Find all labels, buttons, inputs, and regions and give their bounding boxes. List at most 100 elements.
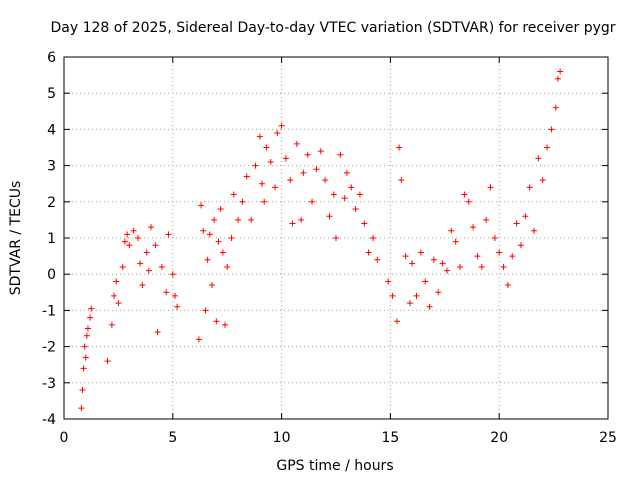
data-point	[309, 198, 316, 205]
data-point	[356, 191, 363, 198]
x-tick-label: 10	[273, 430, 291, 446]
data-point	[348, 184, 355, 191]
data-point	[267, 158, 274, 165]
data-point	[228, 235, 235, 241]
data-point	[478, 263, 485, 270]
data-point	[274, 130, 281, 137]
data-point	[119, 263, 126, 270]
grid-lines	[64, 57, 608, 419]
y-tick-label: -2	[42, 340, 56, 356]
data-point	[396, 144, 403, 151]
data-point	[134, 235, 141, 241]
data-point	[202, 307, 209, 314]
data-point	[504, 282, 511, 289]
data-point	[539, 177, 546, 184]
data-point	[83, 332, 90, 339]
data-point	[465, 198, 472, 205]
data-point	[544, 144, 551, 151]
data-point	[361, 220, 368, 227]
y-tick-label: -1	[42, 303, 56, 319]
data-point	[121, 238, 128, 245]
y-tick-label: 0	[47, 267, 56, 283]
data-point	[457, 263, 464, 270]
data-point	[300, 169, 307, 176]
x-tick-label: 20	[490, 430, 508, 446]
data-point	[337, 151, 344, 158]
data-point	[263, 144, 270, 151]
data-point	[406, 300, 413, 307]
data-point	[79, 387, 86, 394]
data-point	[422, 278, 429, 285]
data-point	[554, 75, 561, 82]
data-point	[272, 184, 279, 191]
data-point	[365, 249, 372, 256]
data-point	[491, 235, 498, 241]
y-tick-label: 6	[47, 50, 56, 66]
data-point	[217, 206, 224, 213]
plot-frame	[63, 56, 609, 420]
data-point	[402, 253, 409, 260]
data-point	[261, 198, 268, 205]
data-point	[148, 224, 155, 231]
data-point	[317, 148, 324, 155]
data-point	[443, 267, 450, 274]
data-point	[243, 173, 250, 180]
data-point	[139, 282, 146, 289]
data-point	[224, 263, 231, 270]
data-point	[293, 140, 300, 147]
data-point	[206, 231, 213, 238]
data-point	[389, 292, 396, 299]
data-point	[78, 405, 85, 412]
y-tick-label: 2	[47, 195, 56, 211]
data-point	[369, 235, 376, 241]
y-tick-label: 5	[47, 86, 56, 102]
data-point	[352, 206, 359, 213]
data-point	[435, 289, 442, 296]
y-tick-label: 4	[47, 122, 56, 138]
x-tick-label: 0	[60, 430, 69, 446]
y-tick-label: -3	[42, 376, 56, 392]
axis-ticks: -4 -3 -2 -1 0 1 2 3 4 5 6 0 5 10 15 20 25	[42, 50, 617, 446]
y-tick-label: -4	[42, 412, 56, 428]
data-point	[256, 133, 263, 140]
data-point	[208, 282, 215, 289]
x-tick-label: 25	[599, 430, 617, 446]
data-point	[200, 227, 207, 234]
data-point	[343, 169, 350, 176]
data-point	[461, 191, 468, 198]
data-point	[219, 249, 226, 256]
data-point	[474, 253, 481, 260]
data-point	[222, 321, 229, 328]
chart-title: Day 128 of 2025, Sidereal Day-to-day VTE…	[50, 20, 615, 36]
data-point	[171, 292, 178, 299]
data-point	[470, 224, 477, 231]
data-point	[398, 177, 405, 184]
data-point	[304, 151, 311, 158]
x-axis-label: GPS time / hours	[276, 458, 393, 474]
data-point	[158, 263, 165, 270]
data-point	[126, 242, 133, 249]
data-point	[535, 155, 542, 162]
data-point	[235, 216, 242, 223]
data-point	[487, 184, 494, 191]
data-point	[211, 216, 218, 223]
data-point	[526, 184, 533, 191]
data-point	[80, 365, 87, 372]
data-point	[298, 216, 305, 223]
x-tick-label: 15	[381, 430, 399, 446]
data-point	[252, 162, 259, 169]
data-point	[531, 227, 538, 234]
data-point	[500, 263, 507, 270]
data-point	[322, 177, 329, 184]
data-point	[287, 177, 294, 184]
data-point	[426, 303, 433, 310]
data-point	[417, 249, 424, 256]
data-point	[204, 256, 211, 263]
data-point	[341, 195, 348, 202]
data-point	[374, 256, 381, 263]
data-point	[163, 289, 170, 296]
data-point	[548, 126, 555, 133]
data-point	[111, 292, 118, 299]
data-point	[509, 253, 516, 260]
